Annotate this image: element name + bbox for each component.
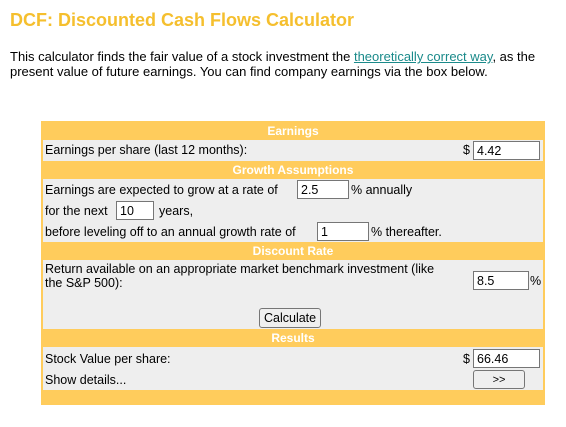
results-rows: Stock Value per share: $ Show details...… — [43, 347, 543, 390]
earnings-header: Earnings — [267, 124, 319, 138]
return-label-line-2: the S&P 500): — [45, 276, 123, 290]
eps-row: Earnings per share (last 12 months): $ — [43, 140, 543, 161]
return-input[interactable] — [473, 271, 529, 290]
intro-text-end: , as the present value of future earning… — [10, 49, 536, 79]
eps-label: Earnings per share (last 12 months): — [45, 143, 248, 157]
stock-value-output[interactable] — [473, 349, 540, 368]
page-title: DCF: Discounted Cash Flows Calculator — [10, 10, 355, 30]
discount-rate-header: Discount Rate — [252, 244, 334, 258]
return-label-line-1: Return available on an appropriate marke… — [45, 262, 435, 276]
theoretically-correct-way-link[interactable]: theoretically correct way — [353, 49, 493, 64]
stock-value-label: Stock Value per share: — [45, 352, 171, 366]
growth-assumptions-rows: Earnings are expected to grow at a rate … — [43, 179, 543, 242]
growth-rate-label: Earnings are expected to grow at a rate … — [45, 183, 278, 197]
show-details-label: Show details... — [45, 373, 127, 387]
years-label: for the next — [45, 204, 108, 218]
growth-rate-suffix: % annually — [351, 183, 413, 197]
intro-text-start: This calculator finds the fair value of … — [10, 49, 354, 64]
stock-value-currency: $ — [463, 352, 470, 366]
show-details-button[interactable]: >> — [473, 370, 525, 389]
results-header: Results — [271, 331, 315, 345]
eps-input[interactable] — [473, 141, 540, 160]
intro-text: This calculator finds the fair value of … — [10, 49, 558, 79]
calculate-button[interactable]: Calculate — [259, 308, 322, 328]
growth-rate-input[interactable] — [297, 180, 349, 199]
years-suffix: years, — [159, 204, 194, 218]
eps-currency: $ — [463, 143, 470, 157]
dcf-calculator-panel: Earnings Earnings per share (last 12 mon… — [41, 121, 545, 405]
return-label: Return available on an appropriate marke… — [45, 262, 434, 290]
discount-rate-row: Return available on an appropriate marke… — [43, 260, 543, 329]
years-input[interactable] — [116, 201, 154, 220]
terminal-growth-suffix: % thereafter. — [371, 225, 442, 239]
terminal-growth-input[interactable] — [317, 222, 369, 241]
terminal-growth-label: before leveling off to an annual growth … — [45, 225, 296, 239]
growth-assumptions-header: Growth Assumptions — [232, 163, 354, 177]
return-suffix: % — [530, 274, 542, 288]
